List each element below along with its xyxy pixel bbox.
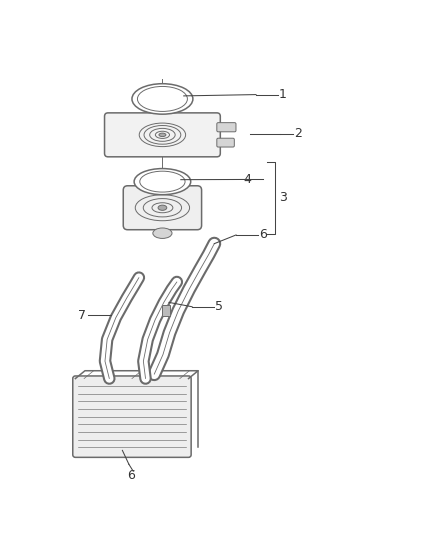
Text: 2: 2 xyxy=(294,127,302,140)
Text: 1: 1 xyxy=(279,88,287,101)
Text: 6: 6 xyxy=(259,229,267,241)
FancyBboxPatch shape xyxy=(123,186,201,230)
Ellipse shape xyxy=(153,228,172,238)
Ellipse shape xyxy=(159,133,166,136)
Ellipse shape xyxy=(140,171,185,192)
FancyBboxPatch shape xyxy=(105,113,220,157)
Bar xyxy=(162,305,170,316)
Ellipse shape xyxy=(134,168,191,195)
FancyBboxPatch shape xyxy=(217,123,236,132)
Text: 6: 6 xyxy=(127,469,135,482)
Text: 5: 5 xyxy=(215,300,223,313)
FancyBboxPatch shape xyxy=(73,376,191,457)
Ellipse shape xyxy=(158,205,167,211)
Ellipse shape xyxy=(138,86,187,111)
Text: 4: 4 xyxy=(243,173,251,186)
Text: 7: 7 xyxy=(78,309,86,322)
Text: 3: 3 xyxy=(279,191,287,205)
FancyBboxPatch shape xyxy=(217,138,234,147)
Ellipse shape xyxy=(132,84,193,114)
